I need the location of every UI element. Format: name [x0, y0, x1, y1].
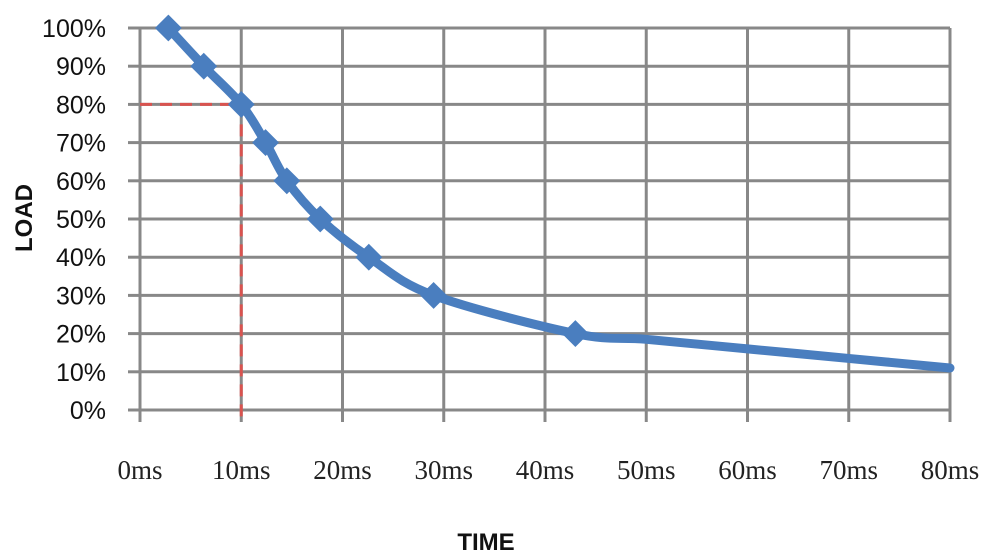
x-tick-label: 10ms [212, 455, 271, 485]
x-tick-label: 80ms [921, 455, 980, 485]
y-tick-label: 10% [56, 359, 106, 387]
plot-grid [128, 26, 952, 422]
y-tick-label: 100% [42, 15, 106, 43]
data-point-marker [561, 320, 589, 348]
series-line [163, 23, 955, 373]
data-point-marker [420, 281, 448, 309]
y-tick-label: 50% [56, 206, 106, 234]
x-tick-label: 40ms [516, 455, 575, 485]
data-point-marker [154, 14, 182, 42]
data-point-marker [355, 243, 383, 271]
data-point-marker [306, 205, 334, 233]
y-axis-title: LOAD [11, 184, 38, 252]
data-point-marker [273, 167, 301, 195]
x-tick-labels: 0ms 10ms 20ms 30ms 40ms 50ms 60ms 70ms 80ms [117, 455, 979, 485]
series-group [154, 14, 955, 373]
y-tick-label: 70% [56, 130, 106, 158]
y-tick-label: 40% [56, 244, 106, 272]
x-tick-label: 60ms [718, 455, 777, 485]
y-tick-label: 80% [56, 91, 106, 119]
x-tick-label: 30ms [414, 455, 473, 485]
data-point-marker [190, 52, 218, 80]
x-tick-label: 20ms [313, 455, 372, 485]
y-tick-label: 60% [56, 168, 106, 196]
y-tick-label: 0% [70, 397, 106, 425]
dashed-guides [140, 102, 243, 424]
x-axis-title: TIME [457, 529, 514, 556]
y-tick-label: 90% [56, 53, 106, 81]
data-point-marker [252, 129, 279, 157]
data-point-marker [227, 90, 255, 118]
y-tick-label: 30% [56, 282, 106, 310]
x-tick-label: 0ms [117, 455, 162, 485]
y-tick-labels: 0% 10% 20% 30% 40% 50% 60% 70% 80% 90% 100% [42, 15, 106, 425]
y-tick-label: 20% [56, 321, 106, 349]
x-tick-label: 70ms [819, 455, 878, 485]
x-tick-label: 50ms [617, 455, 676, 485]
